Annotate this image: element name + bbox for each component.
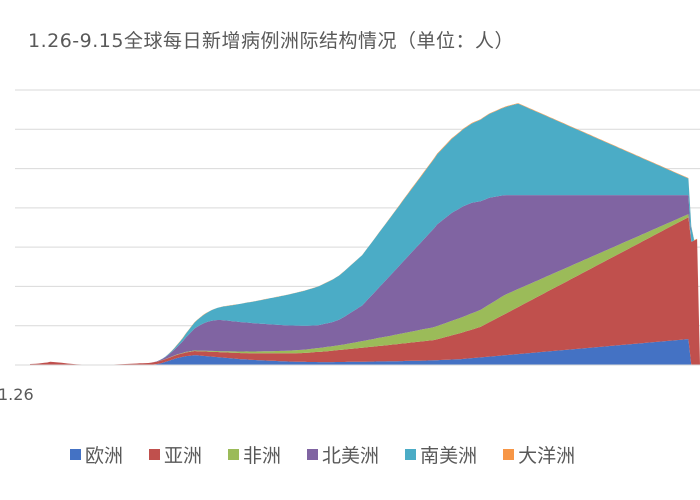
chart-title: 1.26-9.15全球每日新增病例洲际结构情况（单位：人） [28,30,514,52]
legend-item: 北美洲 [307,441,379,468]
area-series-南美洲 [30,103,700,365]
legend-swatch [503,449,515,460]
area-series-北美洲 [30,195,700,365]
legend-label: 亚洲 [164,445,203,467]
legend-swatch [70,449,81,460]
legend-swatch [228,449,240,460]
legend-label: 南美洲 [420,445,478,467]
legend-label: 非洲 [243,445,282,467]
legend-item: 南美洲 [405,441,477,468]
legend-swatch [149,449,161,460]
legend-label: 欧洲 [85,445,124,467]
area-series-欧洲 [30,339,700,365]
legend-label: 大洋洲 [518,445,576,467]
legend-item: 亚洲 [149,441,202,468]
legend-item: 大洋洲 [503,441,575,468]
area-series-亚洲 [30,217,700,365]
legend-swatch [307,449,319,460]
legend-item: 欧洲 [70,441,123,468]
legend: 欧洲 亚洲 非洲 北美洲 南美洲 大洋洲 [70,441,575,468]
legend-item: 非洲 [228,441,281,468]
legend-label: 北美洲 [322,445,380,467]
x-tick-start: 1.26 [0,385,34,404]
stacked-areas [30,103,700,365]
legend-swatch [405,449,417,460]
